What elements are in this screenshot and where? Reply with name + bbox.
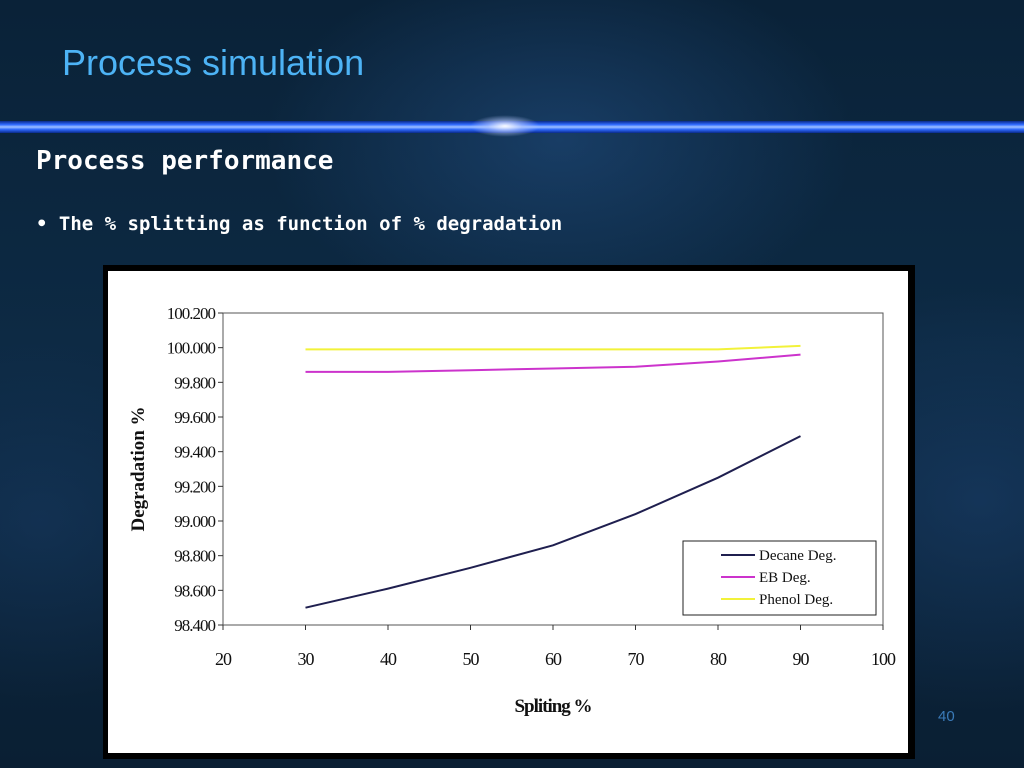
y-tick-label: 98.600 xyxy=(174,581,215,600)
x-tick-label: 40 xyxy=(380,649,397,669)
x-tick-label: 90 xyxy=(793,649,810,669)
legend-label: Phenol Deg. xyxy=(759,592,833,608)
x-tick-label: 50 xyxy=(463,649,480,669)
x-tick-label: 70 xyxy=(628,649,645,669)
x-tick-label: 20 xyxy=(215,649,232,669)
slide-number: 40 xyxy=(938,708,955,725)
x-tick-label: 30 xyxy=(298,649,315,669)
series-line xyxy=(305,435,801,609)
chart-panel: 98.400 98.600 98.800 99.000 99.200 99.400 99.6… xyxy=(108,271,908,753)
section-heading: Process performance xyxy=(36,146,334,176)
x-tick-label: 80 xyxy=(710,649,727,669)
y-tick-label: 99.600 xyxy=(174,408,215,427)
y-tick-label: 98.400 xyxy=(174,616,215,635)
legend-label: Decane Deg. xyxy=(759,548,836,564)
legend-box xyxy=(682,540,877,616)
y-axis-label: Degradation % xyxy=(128,406,149,531)
x-tick-label: 100 xyxy=(871,649,896,669)
slide-title: Process simulation xyxy=(62,42,365,83)
series-line xyxy=(305,344,801,351)
legend-label: EB Deg. xyxy=(759,570,811,586)
y-tick-label: 99.000 xyxy=(174,512,215,531)
x-axis-label: Spliting % xyxy=(514,696,591,717)
y-tick-label: 100.000 xyxy=(167,339,216,358)
y-tick-label: 98.800 xyxy=(174,547,215,566)
x-tick-label: 60 xyxy=(545,649,562,669)
degradation-chart: 98.400 98.600 98.800 99.000 99.200 99.400 99.6… xyxy=(128,304,897,717)
y-tick-label: 99.800 xyxy=(174,373,215,392)
y-tick-label: 99.200 xyxy=(174,477,215,496)
bullet-point: • The % splitting as function of % degra… xyxy=(36,213,563,235)
y-tick-label: 100.200 xyxy=(167,304,216,323)
y-tick-label: 99.400 xyxy=(174,443,215,462)
series-line xyxy=(305,353,801,373)
chart-frame: 98.400 98.600 98.800 99.000 99.200 99.400 99.6… xyxy=(103,265,915,759)
divider-glow xyxy=(470,115,540,137)
